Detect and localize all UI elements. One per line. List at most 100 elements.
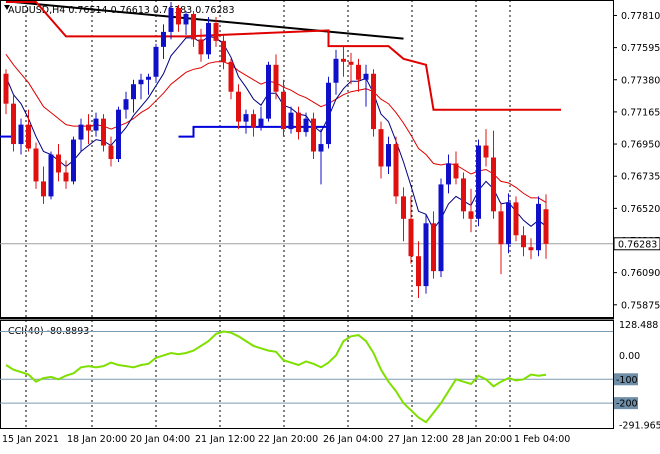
candle-body — [146, 76, 151, 80]
price-tick-label: 0.76090 — [621, 268, 660, 279]
candle-body — [348, 61, 354, 65]
cci-plot-frame — [0, 320, 614, 429]
candle-body — [221, 40, 226, 62]
candle-body — [401, 196, 406, 219]
candle-body — [3, 73, 9, 104]
candle-body — [63, 172, 69, 182]
candle-body — [476, 145, 481, 219]
candle-body — [521, 235, 526, 248]
candle-body — [431, 223, 436, 272]
upper-channel-line — [6, 1, 561, 111]
candle-body — [453, 163, 459, 179]
candle-body — [243, 114, 249, 122]
candle-body — [236, 91, 241, 122]
candle-body — [213, 22, 219, 41]
candle-body — [228, 61, 234, 92]
candle-body — [513, 202, 519, 236]
time-tick-label: 28 Jan 20:00 — [452, 434, 512, 445]
candle-body — [251, 114, 256, 128]
candle-body — [26, 124, 31, 149]
candle-body — [536, 203, 541, 251]
candle-body — [438, 184, 444, 272]
candle-body — [311, 118, 316, 152]
candle-body — [48, 154, 54, 197]
candle-body — [461, 178, 466, 212]
cci-tick-label: -100 — [616, 375, 638, 386]
cci-tick-label: 128.488 — [619, 320, 658, 331]
candle-body — [116, 109, 121, 159]
candle-body — [108, 145, 114, 159]
cci-tick-label: 0.00 — [619, 351, 640, 362]
candle-body — [71, 139, 76, 182]
cci-level-box — [614, 373, 638, 386]
candle-body — [281, 91, 286, 130]
price-tick-label: 0.76735 — [621, 172, 660, 183]
candle-body — [543, 209, 549, 244]
price-tick-label: 0.76520 — [621, 204, 660, 215]
candle-body — [18, 124, 24, 145]
time-tick-label: 1 Feb 04:00 — [514, 434, 570, 445]
candle-body — [296, 112, 301, 133]
candle-body — [363, 73, 369, 80]
candle-body — [258, 118, 264, 128]
time-tick-label: 22 Jan 20:00 — [258, 434, 318, 445]
current-price-box — [613, 237, 660, 251]
candle-body — [41, 181, 46, 197]
collapse-triangle-icon[interactable] — [4, 5, 10, 10]
candle-body — [123, 99, 129, 110]
candle-body — [483, 145, 489, 158]
candle-body — [78, 124, 84, 140]
candle-body — [191, 13, 196, 40]
candle-body — [11, 103, 16, 145]
candle-body — [183, 13, 189, 25]
price-tick-label: 0.75875 — [621, 300, 660, 311]
candle-body — [408, 218, 414, 257]
candle-body — [288, 112, 294, 130]
price-tick-label: 0.77595 — [621, 43, 660, 54]
candle-body — [273, 64, 279, 92]
candle-body — [378, 129, 384, 167]
candle-body — [101, 118, 106, 146]
cci-line — [5, 330, 547, 424]
time-tick-label: 20 Jan 04:00 — [130, 434, 190, 445]
candle-body — [491, 157, 496, 212]
cci-tick-label: -200 — [616, 399, 638, 410]
candle-body — [206, 22, 211, 55]
candle-body — [176, 7, 181, 25]
candle-body — [386, 144, 391, 167]
candle-body — [33, 148, 39, 182]
candle-body — [341, 58, 346, 62]
symbol-label: AUDUSD,H4 0.76514 0.76613 0.76183 0.7628… — [8, 5, 235, 16]
time-tick-label: 15 Jan 2021 — [2, 434, 59, 445]
price-tick-label: 0.77810 — [621, 11, 660, 22]
candle-body — [138, 79, 144, 85]
main-plot-frame — [0, 0, 614, 318]
candle-body — [423, 223, 429, 287]
candle-body — [56, 154, 61, 173]
candle-body — [446, 163, 451, 185]
candle-body — [93, 118, 99, 131]
time-tick-label: 21 Jan 12:00 — [195, 434, 255, 445]
candle-body — [528, 247, 534, 251]
time-tick-label: 26 Jan 04:00 — [323, 434, 383, 445]
candle-body — [198, 39, 204, 55]
candle-body — [303, 118, 309, 133]
price-tick-label: 0.76950 — [621, 140, 660, 151]
candle-body — [356, 64, 361, 80]
candle-body — [161, 31, 166, 47]
candle-body — [333, 58, 339, 83]
trendline — [5, 0, 404, 40]
price-tick-label: 0.77380 — [621, 75, 660, 86]
candle-body — [86, 124, 91, 131]
time-tick-label: 27 Jan 12:00 — [388, 434, 448, 445]
candle-body — [371, 73, 376, 130]
candle-body — [168, 7, 174, 32]
current-price-label: 0.76283 — [618, 239, 657, 250]
cci-tick-label: -291.9651 — [619, 421, 660, 432]
candle-body — [131, 84, 136, 100]
candle-body — [318, 144, 324, 152]
price-tick-label: 0.77165 — [621, 107, 660, 118]
candle-body — [153, 46, 159, 77]
